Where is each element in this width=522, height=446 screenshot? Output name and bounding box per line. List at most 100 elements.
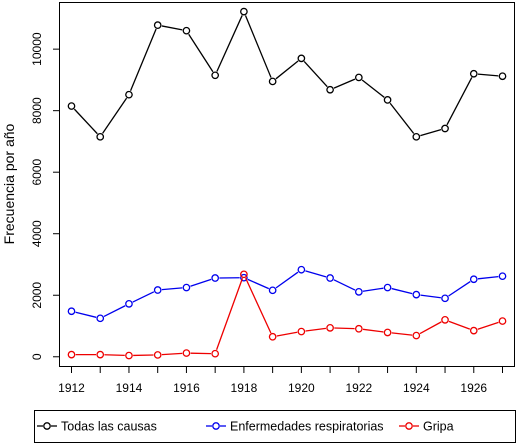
data-point <box>182 283 191 292</box>
legend-marker <box>405 422 413 430</box>
series-2 <box>67 270 507 360</box>
series-line-segment <box>333 78 356 89</box>
legend: Todas las causas Enfermedades respiratori… <box>34 410 516 443</box>
series-layer <box>67 7 507 360</box>
series-line-segment <box>420 294 441 299</box>
series-line-segment <box>477 321 499 330</box>
data-point <box>412 331 421 340</box>
series-0 <box>67 7 507 141</box>
y-tick-label: 8000 <box>30 97 44 124</box>
data-point <box>441 316 449 324</box>
series-line-segment <box>275 60 299 80</box>
x-tick-label: 1916 <box>173 381 200 395</box>
data-point <box>498 72 507 81</box>
data-point <box>67 350 76 359</box>
series-line-segment <box>305 270 327 278</box>
series-line-segment <box>188 33 214 73</box>
series-line-segment <box>102 97 128 134</box>
series-line-segment <box>391 332 413 336</box>
data-point <box>125 90 133 99</box>
data-point <box>383 96 392 104</box>
data-point <box>354 288 363 296</box>
data-point <box>498 272 507 281</box>
data-point <box>96 132 105 141</box>
data-point <box>412 132 421 141</box>
data-point <box>326 85 334 94</box>
x-tick-label: 1920 <box>288 381 315 395</box>
series-line-segment <box>132 291 155 303</box>
y-axis-title: Frecuencia por año <box>1 123 17 244</box>
series-line-segment <box>361 79 385 98</box>
series-line-segment <box>446 77 473 126</box>
series-line-segment <box>73 108 98 135</box>
data-point <box>383 283 392 292</box>
data-point <box>211 71 220 80</box>
y-axis: 0 2000 4000 6000 8000 10000 <box>30 32 60 360</box>
plot-frame <box>59 2 515 367</box>
data-point <box>268 286 277 295</box>
legend-marker <box>212 422 220 430</box>
data-point <box>326 324 334 332</box>
series-line-segment <box>448 320 471 330</box>
series-line-segment <box>305 327 327 332</box>
series-line-segment <box>215 278 244 350</box>
x-tick-label: 1924 <box>403 381 430 395</box>
data-point <box>412 290 421 299</box>
data-point <box>211 274 220 282</box>
series-1 <box>67 265 507 323</box>
data-point <box>211 349 220 358</box>
y-tick-label: 10000 <box>30 32 44 66</box>
legend-label: Todas las causas <box>61 420 157 434</box>
y-tick-label: 0 <box>30 353 44 360</box>
series-line-segment <box>391 287 413 295</box>
data-point <box>153 286 162 294</box>
series-line-segment <box>104 354 125 357</box>
series-line-segment <box>247 278 270 290</box>
data-point <box>268 77 277 86</box>
legend-box <box>34 410 516 443</box>
data-point <box>153 351 162 359</box>
x-axis: 1912 1914 1916 1918 1920 1922 1924 1926 <box>58 366 504 395</box>
x-tick-label: 1914 <box>116 381 143 395</box>
series-line-segment <box>362 287 384 292</box>
data-point <box>297 327 306 336</box>
series-line-segment <box>276 331 298 337</box>
x-tick-label: 1918 <box>231 381 258 395</box>
x-tick-label: 1926 <box>460 381 487 395</box>
data-point <box>182 349 191 357</box>
series-line-segment <box>477 73 499 77</box>
data-point <box>67 102 76 110</box>
data-point <box>67 307 76 316</box>
data-point <box>240 270 248 279</box>
data-point <box>182 26 191 35</box>
data-point <box>125 351 133 360</box>
legend-label: Enfermedades respiratorias <box>230 420 384 434</box>
series-line-segment <box>161 25 183 31</box>
data-point <box>469 69 478 78</box>
data-point <box>469 326 478 335</box>
data-point <box>441 124 449 133</box>
legend-label: Gripa <box>423 420 454 434</box>
series-line-segment <box>103 305 126 318</box>
series-line-segment <box>333 279 356 291</box>
data-point <box>240 273 248 282</box>
series-line-segment <box>477 275 499 280</box>
legend-marker <box>43 422 51 430</box>
series-line-segment <box>129 28 157 92</box>
series-line-segment <box>419 321 442 335</box>
data-point <box>441 294 449 303</box>
data-point <box>153 21 162 29</box>
data-point <box>354 73 363 82</box>
series-line-segment <box>161 287 183 291</box>
data-point <box>125 300 133 308</box>
series-line-segment <box>420 129 442 137</box>
series-line-segment <box>216 15 243 72</box>
data-point <box>354 324 363 333</box>
series-line-segment <box>161 352 183 356</box>
series-line-segment <box>303 61 328 88</box>
y-tick-label: 4000 <box>30 220 44 247</box>
series-line-segment <box>448 281 471 297</box>
series-line-segment <box>190 278 212 287</box>
data-point <box>326 274 334 282</box>
